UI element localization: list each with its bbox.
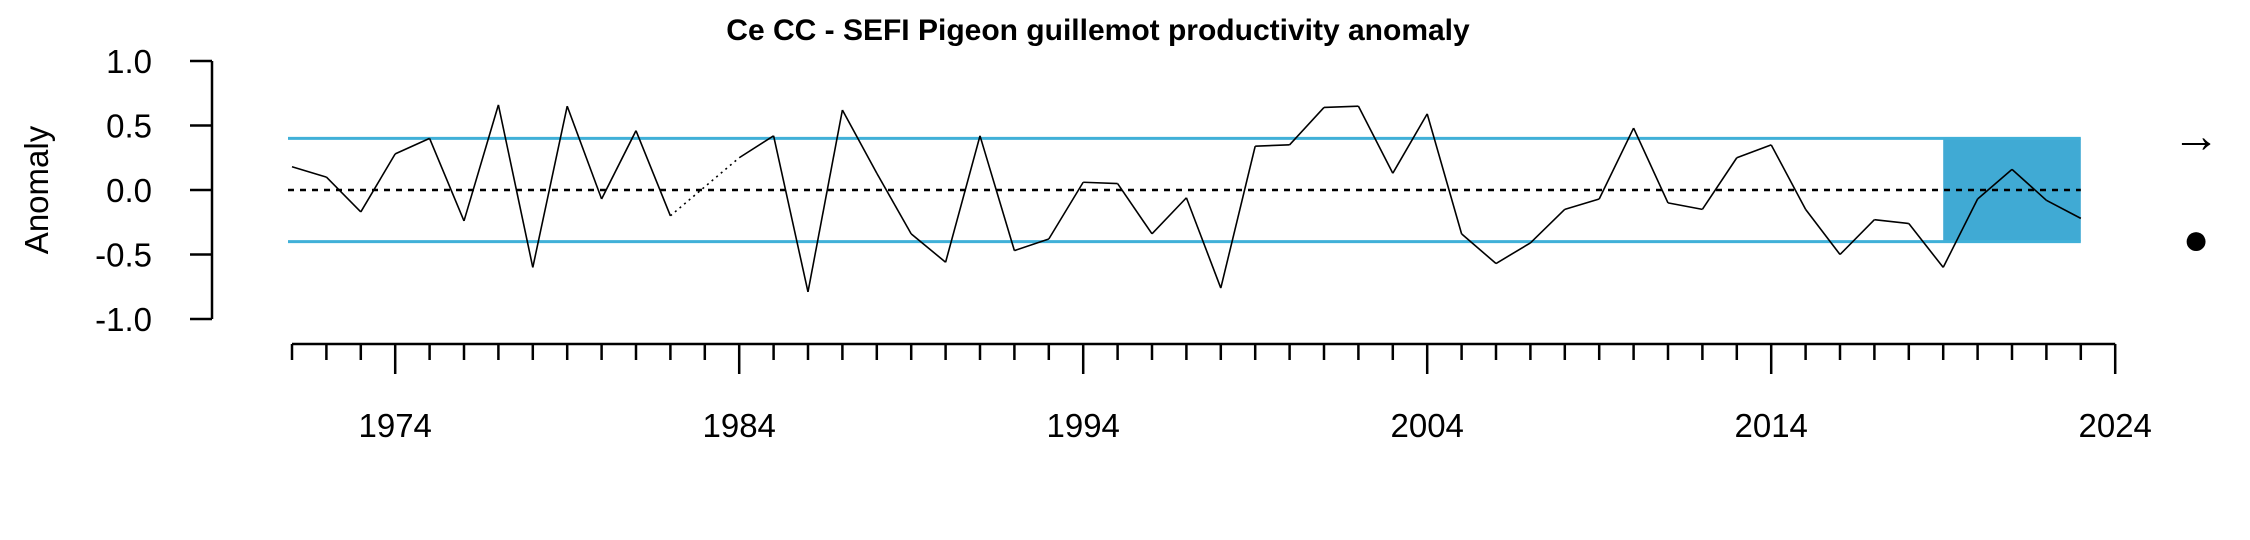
series-segment (291, 166, 327, 178)
series-segment (1598, 127, 1635, 200)
series-segment (738, 135, 775, 159)
series-segment (1908, 223, 1944, 268)
y-axis-label: Anomaly (18, 125, 55, 254)
series-segment (1083, 181, 1118, 185)
series-segment (807, 109, 844, 293)
x-tick-label: 2004 (1390, 407, 1463, 444)
series-segment (1839, 219, 1875, 256)
series-segment (532, 105, 568, 268)
series-segment (1392, 113, 1428, 174)
series-segment (463, 104, 500, 222)
x-axis: 1974 1984 1994 2004 2014 2024 (290, 342, 2152, 444)
series-segment (910, 233, 947, 263)
series-segment (2046, 199, 2082, 220)
series-segment (944, 135, 981, 263)
y-tick-label: 0.0 (106, 172, 152, 209)
series-segment (1977, 168, 2013, 200)
series-segment (1770, 144, 1807, 210)
series-segment (1564, 198, 1600, 211)
series-segment (1632, 127, 1669, 204)
series-segment (1461, 233, 1497, 265)
y-tick-label: 1.0 (106, 43, 152, 80)
x-tick-label: 1994 (1046, 407, 1119, 444)
series-segment (1289, 106, 1325, 146)
series-segment (1014, 238, 1050, 252)
series-segment (497, 104, 534, 268)
series-segment (1804, 208, 1841, 255)
y-tick-label: 0.5 (106, 108, 152, 145)
series-segment (1323, 105, 1359, 109)
series-segment (1874, 218, 1909, 225)
series-segment (1255, 144, 1290, 147)
series-segment (325, 176, 362, 213)
series-segment (360, 153, 396, 213)
data-layer (291, 104, 2082, 293)
series-segment (979, 135, 1016, 251)
x-tick-label: 1974 (358, 407, 431, 444)
series-segment (1048, 181, 1084, 240)
series-segment (1357, 105, 1394, 174)
series-segment (394, 137, 430, 155)
series-segment (1667, 202, 1703, 211)
series-segment (841, 109, 878, 174)
chart-title: Ce CC - SEFI Pigeon guillemot productivi… (726, 14, 1470, 47)
series-segment (1529, 208, 1566, 244)
series-segment (635, 130, 672, 217)
y-tick-label: -1.0 (95, 301, 152, 338)
series-segment (1151, 197, 1187, 235)
series-segment (600, 130, 637, 200)
series-segment (1220, 145, 1256, 289)
series-segment (1736, 144, 1772, 159)
series-segment (876, 172, 912, 235)
series-segment (1116, 183, 1153, 235)
x-tick-label: 2014 (1734, 407, 1807, 444)
series-segment (1701, 157, 1738, 210)
series-segment (566, 105, 603, 200)
y-axis: 1.0 0.5 0.0 -0.5 -1.0 (95, 43, 214, 338)
series-segment (1185, 197, 1222, 289)
series-segment (772, 135, 809, 293)
x-tick-label: 1984 (702, 407, 775, 444)
series-segment (1426, 113, 1463, 235)
trend-arrow-icon: → (2172, 110, 2220, 163)
series-segment (428, 138, 465, 222)
gap-segment (669, 157, 740, 217)
series-segment (1942, 198, 1979, 268)
reference-lines (288, 136, 2081, 244)
x-tick-label: 2024 (2078, 407, 2151, 444)
y-tick-label: -0.5 (95, 237, 152, 274)
status-dot-icon: ● (2183, 215, 2210, 264)
series-segment (2011, 168, 2047, 201)
series-segment (1495, 242, 1531, 265)
